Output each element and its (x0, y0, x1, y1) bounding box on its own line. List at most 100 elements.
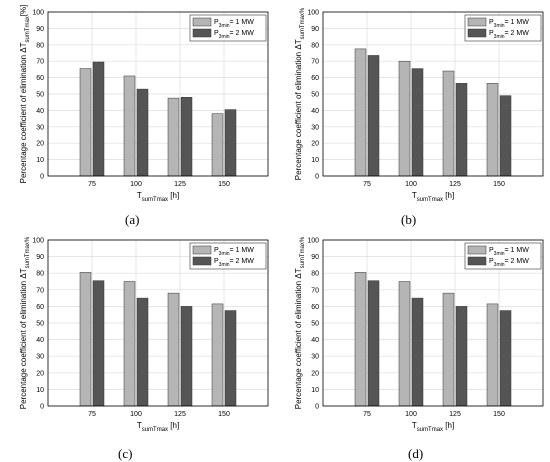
x-tick-label: 150 (493, 181, 505, 188)
y-tick-label: 30 (36, 124, 44, 131)
chart-panel-c: 0 10 20 30 40 50 60 70 80 90 100 75 100 125 150 P3min= … (0, 230, 275, 461)
y-tick-label: 40 (36, 337, 44, 344)
legend-swatch-1 (467, 17, 487, 27)
y-axis-label: Percentage coefficient of elimination ΔT… (294, 7, 306, 180)
chart-panel-b: 0 10 20 30 40 50 60 70 80 90 100 75 100 125 150 P3min= … (275, 0, 550, 230)
y-tick-label: 70 (36, 59, 44, 66)
y-tick-label: 80 (311, 42, 319, 49)
bar-chart-svg: 0 10 20 30 40 50 60 70 80 90 100 75 100 125 150 P3min= … (294, 7, 544, 203)
bar-series-2 (367, 280, 380, 407)
legend-swatch-1 (192, 17, 212, 27)
bar-series-2 (455, 306, 468, 407)
bar-series-2 (224, 109, 237, 177)
y-tick-label: 80 (36, 271, 44, 278)
legend-label-1: P3min= 1 MW (489, 19, 529, 29)
legend-label-2: P3min= 2 MW (214, 30, 254, 40)
x-tick-label: 100 (405, 411, 417, 418)
y-tick-label: 20 (36, 141, 44, 148)
x-tick-label: 100 (130, 411, 142, 418)
x-axis-label: TsumTmax [h] (137, 191, 179, 203)
y-tick-label: 20 (36, 370, 44, 377)
x-axis-label: TsumTmax [h] (137, 421, 179, 433)
legend-label-2: P3min= 2 MW (214, 258, 254, 268)
chart-panel-d: 0 10 20 30 40 50 60 70 80 90 100 75 100 125 150 P3min= … (275, 230, 550, 461)
bar-series-1 (167, 292, 180, 407)
bar-series-1 (442, 292, 455, 407)
legend-label-2: P3min= 2 MW (489, 30, 529, 40)
y-axis-label: Percentage coefficient of elimination ΔT… (294, 236, 306, 409)
y-tick-label: 60 (311, 75, 319, 82)
y-tick-label: 80 (311, 271, 319, 278)
bar-series-2 (499, 95, 512, 177)
bar-series-1 (167, 97, 180, 177)
axes-frame (322, 239, 544, 407)
panel-caption: (c) (118, 446, 133, 461)
y-tick-label: 20 (311, 141, 319, 148)
bar-series-1 (79, 68, 92, 177)
x-tick-label: 75 (88, 181, 96, 188)
legend-label-1: P3min= 1 MW (214, 19, 254, 29)
y-tick-label: 50 (311, 92, 319, 99)
legend-swatch-2 (192, 256, 212, 266)
x-axis-label: TsumTmax [h] (412, 191, 454, 203)
legend-swatch-1 (467, 245, 487, 255)
y-tick-label: 40 (311, 337, 319, 344)
x-tick-label: 150 (493, 411, 505, 418)
x-tick-label: 75 (363, 181, 371, 188)
y-tick-label: 80 (36, 42, 44, 49)
panel-caption: (a) (125, 212, 140, 227)
legend-swatch-2 (467, 256, 487, 266)
y-tick-label: 100 (307, 238, 319, 245)
y-tick-label: 0 (315, 174, 319, 181)
bar-series-1 (442, 70, 455, 177)
y-tick-label: 90 (36, 26, 44, 33)
y-tick-label: 50 (311, 321, 319, 328)
y-tick-label: 90 (311, 26, 319, 33)
x-tick-label: 75 (88, 411, 96, 418)
y-tick-label: 30 (311, 124, 319, 131)
x-tick-label: 125 (174, 411, 186, 418)
bar-series-2 (92, 280, 105, 407)
y-tick-label: 10 (36, 387, 44, 394)
y-tick-label: 0 (315, 404, 319, 411)
y-tick-label: 20 (311, 370, 319, 377)
legend-label-1: P3min= 1 MW (214, 247, 254, 257)
y-tick-label: 0 (40, 404, 44, 411)
y-tick-label: 10 (311, 157, 319, 164)
bar-series-1 (398, 281, 411, 407)
y-tick-label: 40 (36, 108, 44, 115)
x-axis-label: TsumTmax [h] (412, 421, 454, 433)
bar-series-1 (486, 303, 499, 407)
legend-label-1: P3min= 1 MW (489, 247, 529, 257)
y-tick-label: 50 (36, 92, 44, 99)
bar-series-2 (455, 83, 468, 177)
bar-series-1 (211, 113, 224, 177)
bar-series-1 (486, 83, 499, 177)
x-tick-label: 125 (449, 411, 461, 418)
bar-series-2 (92, 61, 105, 177)
x-tick-label: 125 (174, 181, 186, 188)
bar-chart-svg: 0 10 20 30 40 50 60 70 80 90 100 75 100 125 150 P3min= … (294, 236, 544, 433)
y-tick-label: 70 (311, 59, 319, 66)
bar-series-1 (398, 60, 411, 177)
bar-series-2 (367, 55, 380, 177)
y-tick-label: 60 (36, 304, 44, 311)
legend-swatch-2 (467, 28, 487, 38)
y-axis-label: Percentage coefficient of elimination ΔT… (19, 236, 31, 409)
y-tick-label: 70 (36, 287, 44, 294)
bar-chart-svg: 0 10 20 30 40 50 60 70 80 90 100 75 100 125 150 P3min= … (19, 236, 269, 433)
y-tick-label: 90 (36, 254, 44, 261)
y-tick-label: 0 (40, 174, 44, 181)
bar-chart-svg: 0 10 20 30 40 50 60 70 80 90 100 75 100 125 150 P3min= … (19, 5, 269, 203)
legend-swatch-2 (192, 28, 212, 38)
axes-frame (47, 11, 269, 177)
legend-swatch-1 (192, 245, 212, 255)
x-tick-label: 125 (449, 181, 461, 188)
y-tick-label: 30 (36, 354, 44, 361)
y-tick-label: 60 (311, 304, 319, 311)
y-tick-label: 30 (311, 354, 319, 361)
bar-series-1 (354, 272, 367, 407)
bar-series-2 (136, 297, 149, 407)
bar-series-1 (354, 48, 367, 177)
bar-series-2 (499, 310, 512, 407)
